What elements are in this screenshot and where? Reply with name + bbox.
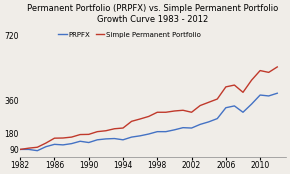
- Simple Permanent Portfolio: [27, 147, 30, 149]
- Simple Permanent Portfolio: [233, 84, 236, 86]
- Simple Permanent Portfolio: [147, 115, 151, 117]
- PRPFX: [155, 131, 159, 133]
- PRPFX: [250, 103, 253, 105]
- Simple Permanent Portfolio: [190, 111, 193, 113]
- Legend: PRPFX, Simple Permanent Portfolio: PRPFX, Simple Permanent Portfolio: [55, 29, 204, 41]
- PRPFX: [258, 94, 262, 96]
- Simple Permanent Portfolio: [70, 136, 73, 138]
- Simple Permanent Portfolio: [207, 101, 211, 103]
- PRPFX: [198, 123, 202, 125]
- Simple Permanent Portfolio: [121, 127, 125, 129]
- PRPFX: [190, 127, 193, 129]
- Simple Permanent Portfolio: [198, 105, 202, 107]
- PRPFX: [113, 137, 116, 140]
- Simple Permanent Portfolio: [61, 137, 65, 139]
- Simple Permanent Portfolio: [138, 118, 142, 120]
- PRPFX: [130, 136, 133, 138]
- Simple Permanent Portfolio: [96, 131, 99, 133]
- Simple Permanent Portfolio: [276, 66, 279, 68]
- PRPFX: [104, 138, 108, 140]
- Simple Permanent Portfolio: [241, 91, 245, 93]
- Simple Permanent Portfolio: [224, 86, 228, 88]
- PRPFX: [267, 95, 271, 97]
- Simple Permanent Portfolio: [181, 109, 185, 111]
- PRPFX: [224, 107, 228, 109]
- Simple Permanent Portfolio: [113, 128, 116, 130]
- PRPFX: [181, 127, 185, 129]
- PRPFX: [44, 146, 48, 148]
- PRPFX: [70, 143, 73, 145]
- PRPFX: [233, 105, 236, 107]
- PRPFX: [96, 139, 99, 141]
- PRPFX: [19, 148, 22, 151]
- PRPFX: [36, 150, 39, 152]
- Simple Permanent Portfolio: [36, 146, 39, 148]
- Title: Permanent Portfolio (PRPFX) vs. Simple Permanent Portfolio
Growth Curve 1983 - 2: Permanent Portfolio (PRPFX) vs. Simple P…: [27, 4, 279, 23]
- PRPFX: [78, 140, 82, 142]
- Simple Permanent Portfolio: [78, 133, 82, 136]
- PRPFX: [147, 133, 151, 135]
- Line: Simple Permanent Portfolio: Simple Permanent Portfolio: [20, 67, 277, 149]
- PRPFX: [53, 143, 56, 145]
- PRPFX: [215, 118, 219, 120]
- Simple Permanent Portfolio: [258, 70, 262, 72]
- Simple Permanent Portfolio: [250, 79, 253, 81]
- Simple Permanent Portfolio: [130, 120, 133, 122]
- PRPFX: [27, 148, 30, 151]
- PRPFX: [61, 144, 65, 146]
- Simple Permanent Portfolio: [155, 111, 159, 113]
- PRPFX: [276, 92, 279, 94]
- PRPFX: [164, 131, 168, 133]
- Simple Permanent Portfolio: [215, 98, 219, 100]
- PRPFX: [207, 121, 211, 123]
- PRPFX: [241, 111, 245, 113]
- Line: PRPFX: PRPFX: [20, 93, 277, 151]
- Simple Permanent Portfolio: [173, 110, 176, 112]
- PRPFX: [121, 139, 125, 141]
- PRPFX: [87, 141, 90, 144]
- Simple Permanent Portfolio: [104, 130, 108, 132]
- Simple Permanent Portfolio: [164, 111, 168, 113]
- Simple Permanent Portfolio: [19, 148, 22, 151]
- Simple Permanent Portfolio: [53, 137, 56, 139]
- PRPFX: [138, 135, 142, 137]
- Simple Permanent Portfolio: [44, 142, 48, 144]
- Simple Permanent Portfolio: [267, 71, 271, 73]
- Simple Permanent Portfolio: [87, 133, 90, 135]
- PRPFX: [173, 129, 176, 131]
